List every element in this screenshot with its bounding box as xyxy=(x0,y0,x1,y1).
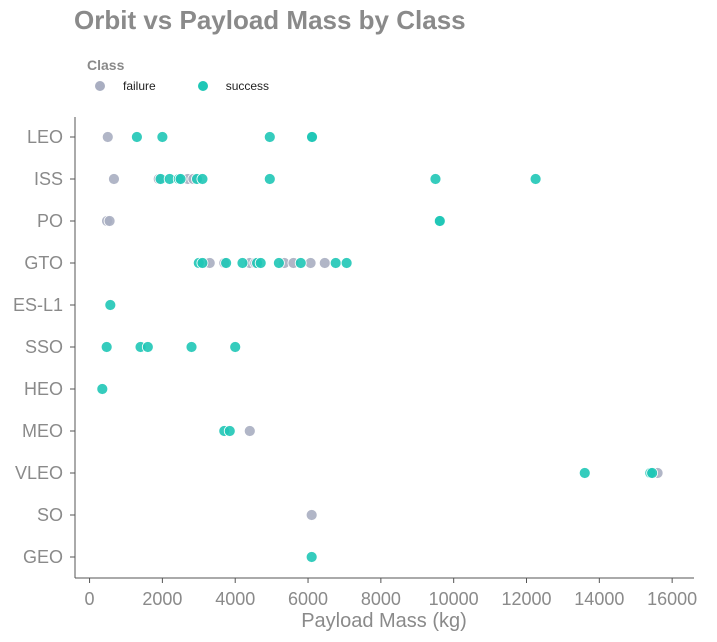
x-axis-label: Payload Mass (kg) xyxy=(301,610,467,632)
x-tick-label: 0 xyxy=(85,589,95,609)
y-tick-label: ES-L1 xyxy=(13,295,63,315)
data-point-success xyxy=(294,257,307,269)
y-tick-label: PO xyxy=(37,211,63,231)
data-point-success xyxy=(646,467,659,479)
x-tick-label: 2000 xyxy=(142,589,182,609)
data-point-success xyxy=(433,215,446,227)
x-tick-label: 8000 xyxy=(361,589,401,609)
data-point-success xyxy=(100,341,113,353)
x-tick-label: 4000 xyxy=(215,589,255,609)
data-point-success xyxy=(185,341,198,353)
y-tick-label: GTO xyxy=(24,253,63,273)
data-point-success xyxy=(306,131,318,143)
legend-row: failure success xyxy=(87,79,303,93)
legend-marker-success xyxy=(197,81,208,91)
data-point-success xyxy=(263,131,276,143)
x-ticks: 0 2000 4000 6000 8000 10000 12000 14000 16000 xyxy=(85,578,697,609)
legend-item-success: success xyxy=(190,79,269,93)
legend: Class failure success xyxy=(87,57,303,93)
data-point-success xyxy=(273,257,285,269)
chart-title: Orbit vs Payload Mass by Class xyxy=(74,5,466,35)
data-point-success xyxy=(263,173,276,185)
y-ticks: LEO ISS PO GTO ES-L1 SSO HEO MEO VLEO SO GEO xyxy=(13,127,75,567)
data-point-success xyxy=(529,173,542,185)
data-point-success xyxy=(236,257,249,269)
x-tick-label: 12000 xyxy=(501,589,551,609)
y-tick-label: SSO xyxy=(25,337,63,357)
data-point-failure xyxy=(305,509,318,521)
data-point-success xyxy=(141,341,154,353)
data-point-success xyxy=(329,257,342,269)
y-tick-label: ISS xyxy=(34,169,63,189)
y-tick-label: HEO xyxy=(24,379,63,399)
x-tick-label: 16000 xyxy=(647,589,697,609)
data-point-success xyxy=(156,131,169,143)
data-point-success xyxy=(196,257,209,269)
data-point-failure xyxy=(318,257,331,269)
data-point-success xyxy=(340,257,353,269)
data-point-success xyxy=(229,341,242,353)
legend-item-failure: failure xyxy=(87,79,156,93)
y-tick-label: LEO xyxy=(27,127,63,147)
data-point-success xyxy=(223,425,236,437)
data-point-success xyxy=(130,131,143,143)
data-point-failure xyxy=(103,215,116,227)
data-points xyxy=(96,131,664,563)
legend-label-failure: failure xyxy=(123,79,156,93)
y-tick-label: GEO xyxy=(23,547,63,567)
data-point-failure xyxy=(304,257,317,269)
y-tick-label: VLEO xyxy=(15,463,63,483)
legend-marker-failure xyxy=(95,81,105,91)
y-tick-label: SO xyxy=(37,505,63,525)
x-tick-label: 6000 xyxy=(288,589,328,609)
legend-label-success: success xyxy=(225,79,270,93)
x-tick-label: 14000 xyxy=(574,589,624,609)
data-point-failure xyxy=(243,425,256,437)
data-point-success xyxy=(429,173,442,185)
data-point-success xyxy=(174,173,187,185)
x-tick-label: 10000 xyxy=(429,589,479,609)
data-point-success xyxy=(578,467,591,479)
data-point-success xyxy=(220,257,233,269)
y-tick-label: MEO xyxy=(22,421,63,441)
data-point-success xyxy=(254,257,267,269)
data-point-success xyxy=(196,173,209,185)
data-point-success xyxy=(305,551,318,563)
data-point-success xyxy=(104,299,117,311)
data-point-success xyxy=(96,383,109,395)
legend-title: Class xyxy=(87,57,125,73)
data-point-failure xyxy=(108,173,120,185)
data-point-failure xyxy=(101,131,114,143)
